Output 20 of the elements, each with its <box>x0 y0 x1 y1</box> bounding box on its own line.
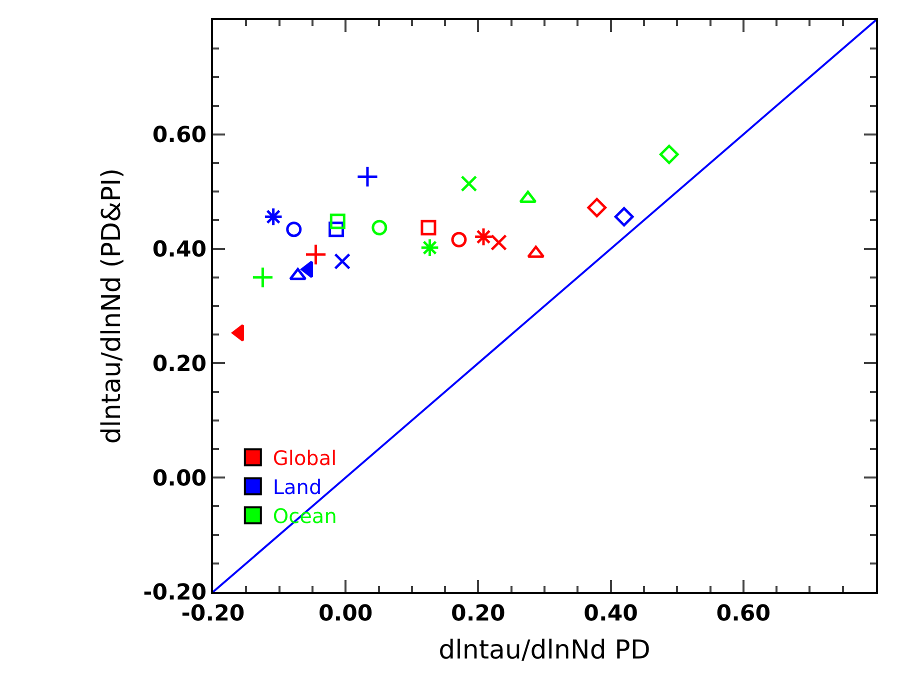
point <box>286 222 302 238</box>
x-tick-label: -0.20 <box>181 601 245 626</box>
point <box>334 253 351 270</box>
x-tick-label: 0.40 <box>584 601 638 626</box>
x-tick-label: 0.00 <box>318 601 373 626</box>
legend-label: Land <box>272 475 322 500</box>
point <box>460 175 478 192</box>
point <box>451 232 467 248</box>
y-tick-label: 0.40 <box>152 238 207 262</box>
y-axis-title: dlntau/dlnNd (PD&PI) <box>97 168 128 444</box>
point <box>420 238 440 258</box>
point <box>490 234 507 251</box>
x-tick-label: 0.20 <box>451 601 506 626</box>
x-axis-title: dlntau/dlnNd PD <box>438 636 650 666</box>
legend-label: Global <box>272 446 337 470</box>
point <box>420 220 436 236</box>
y-tick-label: 0.60 <box>152 123 207 148</box>
x-tick-label: 0.60 <box>716 601 771 626</box>
y-tick-label: 0.20 <box>152 352 207 377</box>
y-tick-label: 0.00 <box>152 466 207 492</box>
